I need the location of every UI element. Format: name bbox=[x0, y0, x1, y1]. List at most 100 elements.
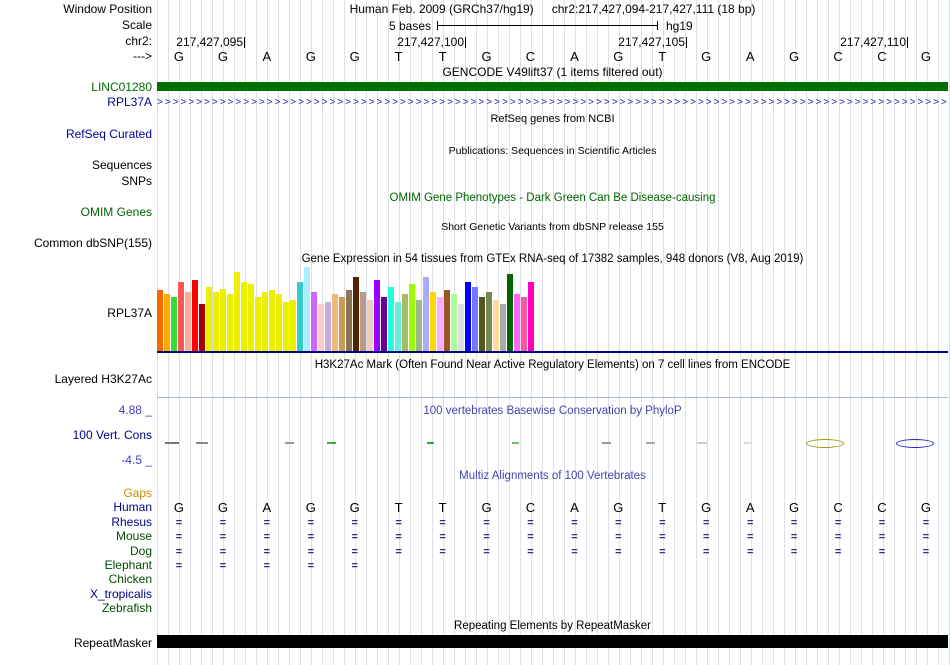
gtex-tissue-bar[interactable] bbox=[346, 290, 352, 352]
gtex-tissue-bar[interactable] bbox=[234, 272, 240, 352]
gtex-tissue-bar[interactable] bbox=[458, 304, 464, 352]
gtex-tissue-bar[interactable] bbox=[283, 302, 289, 352]
alignment-mark: = bbox=[527, 531, 534, 544]
track-title-repeatmasker[interactable]: Repeating Elements by RepeatMasker bbox=[454, 620, 651, 632]
gtex-tissue-bar[interactable] bbox=[437, 297, 443, 352]
species-label-human[interactable]: Human bbox=[113, 500, 152, 515]
gtex-tissue-bar[interactable] bbox=[311, 292, 317, 352]
gtex-tissue-bar[interactable] bbox=[388, 287, 394, 352]
gtex-tissue-bar[interactable] bbox=[360, 292, 366, 352]
track-label-h3k27ac[interactable]: Layered H3K27Ac bbox=[54, 372, 152, 386]
species-label-elephant[interactable]: Elephant bbox=[104, 558, 152, 572]
gtex-tissue-bar[interactable] bbox=[409, 284, 415, 352]
gene-strand-arrows-rpl37a[interactable]: >>>>>>>>>>>>>>>>>>>>>>>>>>>>>>>>>>>>>>>>… bbox=[157, 97, 948, 108]
track-label-gtex-rpl37a[interactable]: RPL37A bbox=[107, 306, 152, 320]
gtex-tissue-bar[interactable] bbox=[185, 292, 191, 352]
track-label-sequences[interactable]: Sequences bbox=[91, 158, 152, 172]
track-label-100-vert-cons[interactable]: 100 Vert. Cons bbox=[72, 428, 152, 442]
gtex-tissue-bar[interactable] bbox=[255, 297, 261, 352]
gtex-tissue-bar[interactable] bbox=[493, 300, 499, 352]
gtex-tissue-bar[interactable] bbox=[395, 302, 401, 352]
gtex-expression-barchart[interactable] bbox=[157, 266, 948, 352]
gtex-tissue-bar[interactable] bbox=[241, 282, 247, 352]
gtex-tissue-bar[interactable] bbox=[451, 294, 457, 352]
alignment-mark: = bbox=[351, 560, 358, 572]
alignment-row-elephant[interactable]: = = = = = bbox=[157, 559, 948, 573]
track-label-omim-genes[interactable]: OMIM Genes bbox=[80, 205, 152, 219]
species-label-gaps[interactable]: Gaps bbox=[123, 486, 152, 500]
gene-label-rpl37a[interactable]: RPL37A bbox=[107, 95, 152, 109]
gtex-tissue-bar[interactable] bbox=[199, 304, 205, 352]
base-letter: G bbox=[613, 49, 624, 64]
gtex-tissue-bar[interactable] bbox=[227, 294, 233, 352]
gtex-tissue-bar[interactable] bbox=[262, 292, 268, 352]
track-title-h3k27ac[interactable]: H3K27Ac Mark (Often Found Near Active Re… bbox=[314, 359, 791, 371]
gtex-tissue-bar[interactable] bbox=[325, 302, 331, 352]
phylop-wiggle-marks[interactable] bbox=[157, 438, 948, 450]
gtex-tissue-bar[interactable] bbox=[192, 280, 198, 352]
gtex-tissue-bar[interactable] bbox=[472, 287, 478, 352]
gtex-tissue-bar[interactable] bbox=[339, 297, 345, 352]
gtex-tissue-bar[interactable] bbox=[304, 267, 310, 352]
gtex-tissue-bar[interactable] bbox=[528, 282, 534, 352]
track-title-phylop[interactable]: 100 vertebrates Basewise Conservation by… bbox=[423, 405, 682, 417]
track-title-gencode[interactable]: GENCODE V49lift37 (1 items filtered out) bbox=[442, 65, 663, 79]
gtex-tissue-bar[interactable] bbox=[402, 294, 408, 352]
alignment-mark: = bbox=[307, 545, 314, 558]
track-title-multiz[interactable]: Multiz Alignments of 100 Vertebrates bbox=[459, 470, 646, 482]
gtex-tissue-bar[interactable] bbox=[164, 294, 170, 352]
gtex-tissue-bar[interactable] bbox=[171, 297, 177, 352]
gtex-tissue-bar[interactable] bbox=[381, 297, 387, 352]
track-label-common-dbsnp[interactable]: Common dbSNP(155) bbox=[33, 236, 152, 250]
gtex-tissue-bar[interactable] bbox=[353, 277, 359, 352]
gtex-tissue-bar[interactable] bbox=[374, 280, 380, 352]
repeatmasker-element-bar[interactable] bbox=[157, 635, 948, 648]
gtex-tissue-bar[interactable] bbox=[220, 289, 226, 352]
gtex-tissue-bar[interactable] bbox=[178, 282, 184, 352]
gtex-tissue-bar[interactable] bbox=[514, 294, 520, 352]
gtex-tissue-bar[interactable] bbox=[479, 297, 485, 352]
alignment-mark: = bbox=[922, 516, 930, 529]
track-label-refseq-curated[interactable]: RefSeq Curated bbox=[65, 127, 152, 141]
track-label-snps[interactable]: SNPs bbox=[121, 174, 152, 188]
track-title-omim[interactable]: OMIM Gene Phenotypes - Dark Green Can Be… bbox=[389, 192, 716, 204]
track-title-publications[interactable]: Publications: Sequences in Scientific Ar… bbox=[448, 145, 657, 157]
track-title-refseq[interactable]: RefSeq genes from NCBI bbox=[490, 113, 615, 125]
alignment-row-mouse[interactable]: = = = = = = = = = = = = = = = = = = bbox=[157, 530, 948, 544]
species-label-zebrafish[interactable]: Zebrafish bbox=[101, 601, 152, 616]
gtex-tissue-bar[interactable] bbox=[500, 304, 506, 352]
conservation-mark bbox=[512, 442, 519, 444]
gene-label-linc01280[interactable]: LINC01280 bbox=[91, 80, 152, 94]
species-label-rhesus[interactable]: Rhesus bbox=[111, 514, 152, 529]
gtex-tissue-bar[interactable] bbox=[521, 297, 527, 352]
gtex-tissue-bar[interactable] bbox=[430, 292, 436, 352]
gtex-tissue-bar[interactable] bbox=[367, 300, 373, 352]
gtex-tissue-bar[interactable] bbox=[444, 290, 450, 352]
track-label-repeatmasker[interactable]: RepeatMasker bbox=[73, 636, 152, 650]
gtex-tissue-bar[interactable] bbox=[290, 300, 296, 352]
gtex-tissue-bar[interactable] bbox=[276, 294, 282, 352]
gtex-tissue-bar[interactable] bbox=[157, 290, 163, 352]
species-label-dog[interactable]: Dog bbox=[129, 543, 152, 558]
gene-body-linc01280[interactable] bbox=[157, 82, 948, 91]
species-label-x_tropicalis[interactable]: X_tropicalis bbox=[89, 586, 152, 601]
gtex-tissue-bar[interactable] bbox=[486, 292, 492, 352]
gtex-tissue-bar[interactable] bbox=[416, 300, 422, 352]
alignment-row-dog[interactable]: = = = = = = = = = = = = = = = = = = bbox=[157, 545, 948, 559]
gtex-tissue-bar[interactable] bbox=[213, 292, 219, 352]
track-title-gtex[interactable]: Gene Expression in 54 tissues from GTEx … bbox=[301, 253, 804, 265]
gtex-tissue-bar[interactable] bbox=[297, 282, 303, 352]
gtex-tissue-bar[interactable] bbox=[465, 282, 471, 352]
gtex-tissue-bar[interactable] bbox=[507, 274, 513, 352]
species-label-chicken[interactable]: Chicken bbox=[108, 572, 152, 587]
species-label-mouse[interactable]: Mouse bbox=[115, 529, 152, 544]
gtex-tissue-bar[interactable] bbox=[269, 290, 275, 352]
gtex-tissue-bar[interactable] bbox=[332, 294, 338, 352]
alignment-row-rhesus[interactable]: = = = = = = = = = = = = = = = = = = bbox=[157, 516, 948, 530]
track-title-dbsnp[interactable]: Short Genetic Variants from dbSNP releas… bbox=[441, 221, 664, 233]
gtex-tissue-bar[interactable] bbox=[423, 277, 429, 352]
gtex-tissue-bar[interactable] bbox=[318, 304, 324, 352]
gtex-tissue-bar[interactable] bbox=[206, 287, 212, 352]
gtex-tissue-bar[interactable] bbox=[248, 284, 254, 352]
